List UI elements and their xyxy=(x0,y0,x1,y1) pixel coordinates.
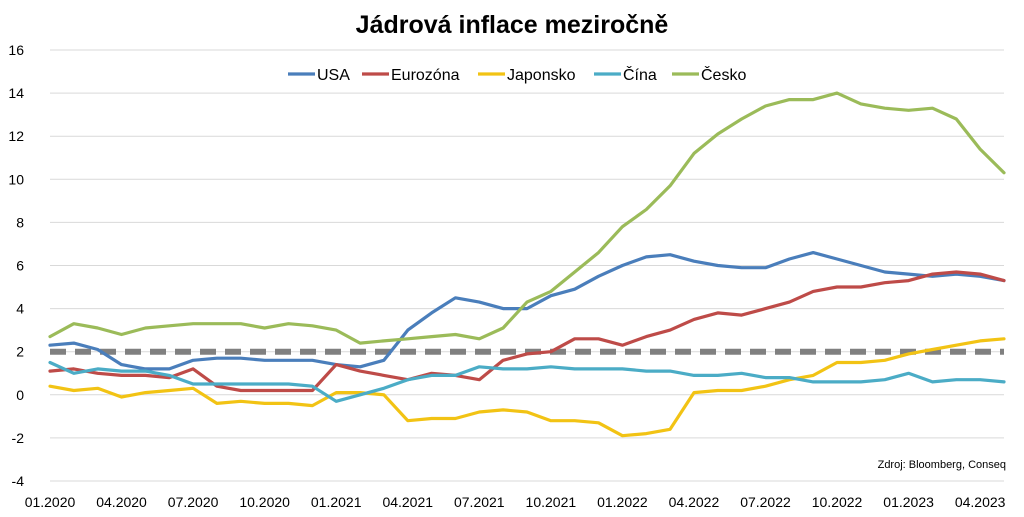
x-tick-label: 07.2022 xyxy=(740,494,791,510)
series-line-česko xyxy=(48,91,1006,345)
y-tick-label: 4 xyxy=(16,301,24,317)
x-tick-label: 07.2020 xyxy=(168,494,219,510)
legend-label: USA xyxy=(317,67,350,84)
x-tick-label: 10.2021 xyxy=(526,494,577,510)
x-tick-label: 10.2022 xyxy=(812,494,863,510)
x-tick-label: 01.2021 xyxy=(311,494,362,510)
x-tick-label: 04.2021 xyxy=(382,494,433,510)
legend-label: Česko xyxy=(701,65,746,84)
y-tick-label: -4 xyxy=(12,473,25,489)
x-tick-label: 01.2022 xyxy=(597,494,648,510)
y-tick-label: 6 xyxy=(16,258,24,274)
y-tick-label: -2 xyxy=(12,430,25,446)
x-tick-label: 01.2020 xyxy=(25,494,76,510)
y-tick-label: 14 xyxy=(8,85,24,101)
legend-label: Eurozóna xyxy=(391,67,460,84)
y-tick-label: 10 xyxy=(8,171,24,187)
series-layer xyxy=(48,91,1006,438)
x-tick-label: 07.2021 xyxy=(454,494,505,510)
y-tick-label: 16 xyxy=(8,42,24,58)
x-tick-label: 04.2022 xyxy=(669,494,720,510)
series-line-čína xyxy=(48,360,1006,403)
axis-labels: -4 -2 0 2 4 6 8 10 12 14 16 01.2020 04.2020 07.2020 10… xyxy=(8,42,1005,510)
x-tick-label: 04.2020 xyxy=(96,494,147,510)
chart-title: Jádrová inflace meziročně xyxy=(356,11,669,39)
x-tick-label: 04.2023 xyxy=(955,494,1006,510)
y-tick-label: 0 xyxy=(16,387,24,403)
legend-label: Čína xyxy=(623,65,657,84)
y-tick-label: 12 xyxy=(8,128,24,144)
series-line-japonsko xyxy=(48,337,1006,438)
series-line-usa xyxy=(48,251,1006,371)
source-note: Zdroj: Bloomberg, Conseq xyxy=(878,459,1006,471)
legend-label: Japonsko xyxy=(507,67,576,84)
x-tick-label: 01.2023 xyxy=(883,494,934,510)
legend: USA Eurozóna Japonsko Čína Česko xyxy=(288,65,746,84)
series-line-eurozóna xyxy=(48,270,1006,393)
x-tick-label: 10.2020 xyxy=(239,494,290,510)
y-tick-label: 2 xyxy=(16,344,24,360)
y-tick-label: 8 xyxy=(16,214,24,230)
